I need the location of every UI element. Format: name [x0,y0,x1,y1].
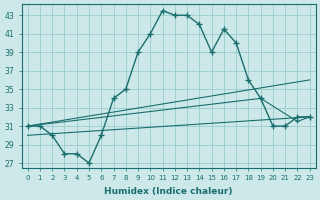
X-axis label: Humidex (Indice chaleur): Humidex (Indice chaleur) [104,187,233,196]
